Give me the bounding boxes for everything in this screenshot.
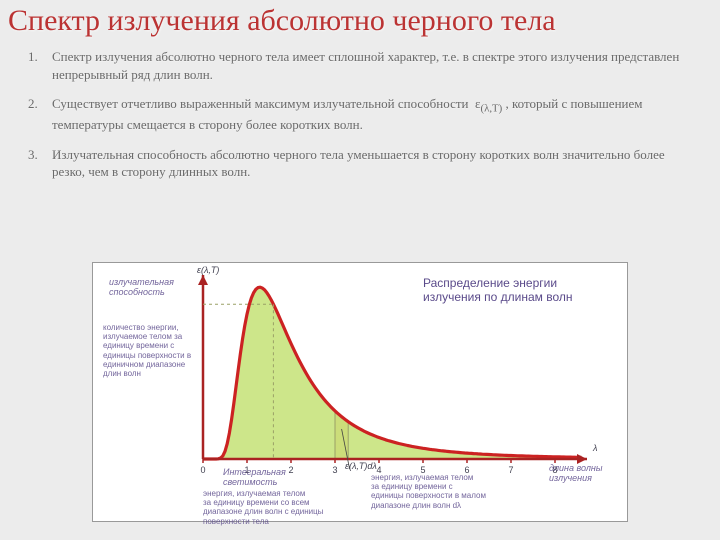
x-axis-label: длина волныизлучения xyxy=(549,463,602,484)
item-num: 1. xyxy=(28,48,42,83)
list-item: 3. Излучательная способность абсолютно ч… xyxy=(28,146,700,181)
points-list: 1. Спектр излучения абсолютно черного те… xyxy=(0,40,720,181)
svg-text:0: 0 xyxy=(200,465,205,475)
integral-luminosity-def: энергия, излучаемая теломза единицу врем… xyxy=(203,489,353,526)
page-title: Спектр излучения абсолютно черного тела xyxy=(0,0,720,40)
list-item: 1. Спектр излучения абсолютно черного те… xyxy=(28,48,700,83)
item-text: Существует отчетливо выраженный максимум… xyxy=(52,95,700,134)
item-text: Спектр излучения абсолютно черного тела … xyxy=(52,48,700,83)
blackbody-chart: 012345678 ε(λ,T) излучательнаяспособност… xyxy=(92,262,628,522)
item-num: 2. xyxy=(28,95,42,134)
y-axis-label: излучательнаяспособность xyxy=(109,277,174,298)
elementary-emission-def: энергия, излучаемая теломза единицу врем… xyxy=(371,473,511,510)
item-num: 3. xyxy=(28,146,42,181)
y-axis-definition: количество энергии,излучаемое телом заед… xyxy=(103,323,195,378)
y-axis-symbol: ε(λ,T) xyxy=(197,265,219,275)
elementary-emission-label: ε(λ,T)dλ xyxy=(345,461,377,471)
item-text: Излучательная способность абсолютно черн… xyxy=(52,146,700,181)
svg-text:3: 3 xyxy=(332,465,337,475)
integral-luminosity-label: Интегральнаясветимость xyxy=(223,467,286,488)
svg-text:2: 2 xyxy=(288,465,293,475)
chart-subtitle: Распределение энергииизлучения по длинам… xyxy=(423,277,573,305)
x-axis-symbol: λ xyxy=(593,443,597,453)
list-item: 2. Существует отчетливо выраженный макси… xyxy=(28,95,700,134)
